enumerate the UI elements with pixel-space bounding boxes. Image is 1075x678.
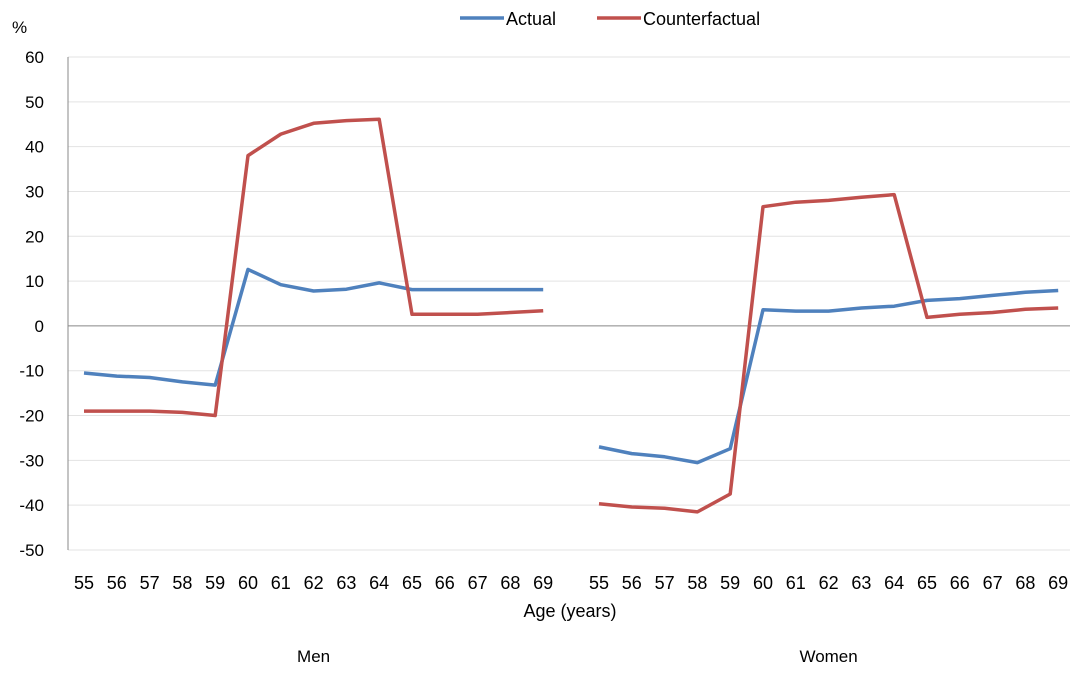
x-tick-label: 59 [720, 573, 740, 593]
y-tick-label: 10 [25, 272, 44, 291]
series-line-actual-women [598, 288, 1059, 465]
x-tick-label: 65 [917, 573, 937, 593]
x-tick-label: 60 [238, 573, 258, 593]
x-tick-label: 68 [500, 573, 520, 593]
x-tick-label: 59 [205, 573, 225, 593]
x-tick-label: 58 [687, 573, 707, 593]
x-tick-label: 66 [950, 573, 970, 593]
x-tick-label: 61 [786, 573, 806, 593]
y-tick-label: 30 [25, 182, 44, 201]
x-tick-label: 68 [1015, 573, 1035, 593]
x-tick-label: 60 [753, 573, 773, 593]
group-label-men: Men [297, 647, 330, 666]
y-tick-label: -20 [19, 407, 44, 426]
x-tick-label: 57 [140, 573, 160, 593]
x-tick-label: 58 [172, 573, 192, 593]
legend: Actual Counterfactual [460, 9, 760, 29]
group-label-women: Women [799, 647, 857, 666]
gridlines [68, 56, 1070, 551]
x-tick-label: 56 [107, 573, 127, 593]
legend-label-counterfactual: Counterfactual [643, 9, 760, 29]
x-axis-title: Age (years) [523, 601, 616, 621]
x-tick-label: 67 [468, 573, 488, 593]
x-tick-label: 64 [369, 573, 389, 593]
series-layer [83, 117, 1059, 514]
y-tick-label: -30 [19, 451, 44, 470]
series-line-actual-men [83, 267, 544, 387]
x-tick-label: 63 [336, 573, 356, 593]
x-tick-label: 67 [983, 573, 1003, 593]
x-tick-label: 64 [884, 573, 904, 593]
y-tick-label: 60 [25, 48, 44, 67]
x-tick-label: 63 [851, 573, 871, 593]
x-tick-label: 66 [435, 573, 455, 593]
x-tick-label: 65 [402, 573, 422, 593]
y-axis-unit-label: % [12, 18, 27, 37]
y-tick-label: -40 [19, 496, 44, 515]
legend-label-actual: Actual [506, 9, 556, 29]
x-tick-label: 62 [819, 573, 839, 593]
series-line-counterfactual-women [598, 192, 1059, 514]
y-axis: 60 50 40 30 20 10 0 -10 -20 -30 -40 -50 [19, 48, 69, 560]
x-tick-label: 56 [622, 573, 642, 593]
x-tick-label: 55 [589, 573, 609, 593]
y-tick-label: 20 [25, 227, 44, 246]
x-tick-label: 69 [1048, 573, 1068, 593]
x-tick-label: 57 [655, 573, 675, 593]
y-tick-label: 50 [25, 93, 44, 112]
y-tick-label: -50 [19, 541, 44, 560]
x-tick-label: 61 [271, 573, 291, 593]
y-tick-label: -10 [19, 362, 44, 381]
x-tick-label: 55 [74, 573, 94, 593]
x-tick-label: 62 [304, 573, 324, 593]
x-axis: 55 56 57 58 59 60 61 62 63 64 65 66 67 68 69 Men 55 56 57 5… [74, 573, 1068, 666]
y-tick-label: 0 [35, 317, 44, 336]
x-tick-label: 69 [533, 573, 553, 593]
y-tick-label: 40 [25, 138, 44, 157]
series-line-counterfactual-men [84, 117, 544, 418]
